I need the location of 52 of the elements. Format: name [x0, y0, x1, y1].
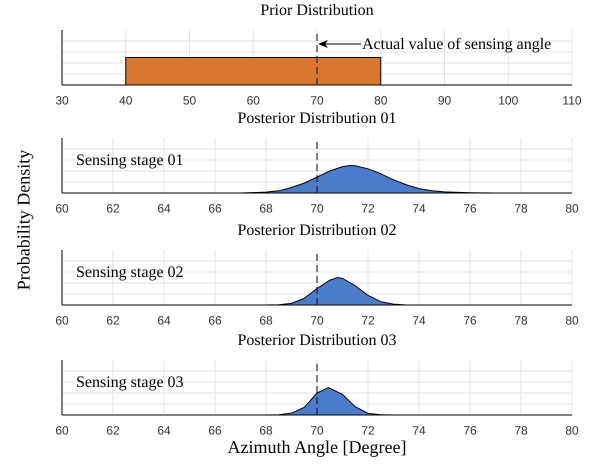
- x-tick-label: 80: [374, 94, 388, 108]
- x-tick-label: 50: [182, 94, 196, 108]
- x-tick-label: 66: [208, 424, 222, 438]
- annotation: Sensing stage 03: [76, 374, 184, 392]
- x-tick-label: 76: [463, 424, 477, 438]
- x-tick-label: 100: [498, 94, 519, 108]
- x-tick-label: 64: [157, 424, 171, 438]
- x-tick-label: 70: [310, 94, 324, 108]
- x-tick-label: 62: [106, 424, 120, 438]
- x-tick-label: 30: [55, 94, 69, 108]
- x-tick-label: 70: [310, 202, 324, 216]
- x-tick-label: 90: [438, 94, 452, 108]
- x-tick-label: 72: [361, 424, 375, 438]
- ref-line-label: Actual value of sensing angle: [362, 36, 552, 53]
- x-tick-label: 62: [106, 202, 120, 216]
- x-tick-label: 76: [463, 202, 477, 216]
- chart-title: Posterior Distribution 01: [236, 110, 398, 128]
- x-tick-label: 64: [157, 314, 171, 328]
- x-tick-label: 80: [565, 202, 579, 216]
- chart-title: Posterior Distribution 02: [236, 222, 398, 240]
- x-tick-label: 76: [463, 314, 477, 328]
- x-tick-label: 68: [259, 424, 273, 438]
- x-tick-label: 60: [55, 314, 69, 328]
- x-tick-label: 66: [208, 202, 222, 216]
- x-tick-label: 60: [246, 94, 260, 108]
- x-tick-label: 40: [119, 94, 133, 108]
- x-tick-label: 68: [259, 202, 273, 216]
- x-tick-label: 80: [565, 314, 579, 328]
- x-tick-label: 78: [514, 314, 528, 328]
- x-tick-label: 72: [361, 202, 375, 216]
- x-tick-label: 62: [106, 314, 120, 328]
- x-tick-label: 72: [361, 314, 375, 328]
- x-tick-label: 60: [55, 424, 69, 438]
- chart-title: Prior Distribution: [259, 2, 375, 20]
- x-tick-label: 74: [412, 314, 426, 328]
- x-tick-label: 60: [55, 202, 69, 216]
- x-tick-label: 70: [310, 424, 324, 438]
- y-axis-title: Probability Density: [14, 150, 34, 290]
- x-tick-label: 78: [514, 202, 528, 216]
- x-tick-label: 110: [562, 94, 582, 108]
- x-tick-label: 66: [208, 314, 222, 328]
- x-tick-label: 74: [412, 424, 426, 438]
- x-axis-title: Azimuth Angle [Degree]: [226, 437, 408, 458]
- x-tick-label: 68: [259, 314, 273, 328]
- x-tick-label: 70: [310, 314, 324, 328]
- x-tick-label: 78: [514, 424, 528, 438]
- chart-title: Posterior Distribution 03: [236, 332, 398, 350]
- annotation: Sensing stage 02: [76, 264, 184, 282]
- x-tick-label: 64: [157, 202, 171, 216]
- x-tick-label: 74: [412, 202, 426, 216]
- x-tick-label: 80: [565, 424, 579, 438]
- annotation: Sensing stage 01: [76, 152, 184, 170]
